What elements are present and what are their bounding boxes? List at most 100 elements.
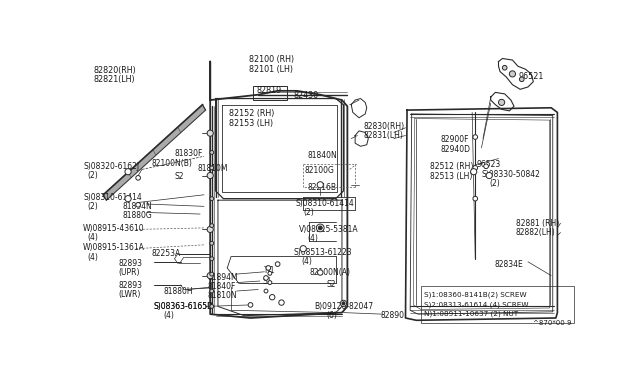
Text: 82100N(A): 82100N(A) <box>309 268 351 277</box>
Text: N1: N1 <box>264 266 275 275</box>
Text: 82819: 82819 <box>257 86 282 95</box>
Text: S1: S1 <box>263 277 273 286</box>
Text: ^870*00 9: ^870*00 9 <box>532 320 571 326</box>
Circle shape <box>125 169 131 175</box>
Text: (4): (4) <box>301 257 312 266</box>
Text: 82101 (LH): 82101 (LH) <box>249 65 293 74</box>
Circle shape <box>473 135 477 140</box>
Text: S)08330-50842: S)08330-50842 <box>481 170 540 179</box>
Text: 82900F: 82900F <box>440 135 469 144</box>
Text: 82893: 82893 <box>119 281 143 290</box>
Text: 82100 (RH): 82100 (RH) <box>249 55 294 64</box>
Text: S)2:08313-61614 (4) SCREW: S)2:08313-61614 (4) SCREW <box>424 301 529 308</box>
Circle shape <box>264 276 268 280</box>
Text: 82830(RH): 82830(RH) <box>364 122 404 131</box>
Text: 81880G: 81880G <box>123 211 152 220</box>
Circle shape <box>136 176 140 180</box>
Circle shape <box>275 262 280 266</box>
Text: 82430: 82430 <box>294 91 319 100</box>
Text: 82253A: 82253A <box>151 250 180 259</box>
Circle shape <box>210 197 214 201</box>
Text: S)08320-6162J: S)08320-6162J <box>84 162 140 171</box>
Text: N)1:08911-10637 (2) NUT: N)1:08911-10637 (2) NUT <box>424 310 518 317</box>
Circle shape <box>125 196 131 202</box>
Circle shape <box>210 272 214 276</box>
Text: 82100N(B): 82100N(B) <box>151 158 192 168</box>
Text: 82893: 82893 <box>119 259 143 268</box>
Text: (6): (6) <box>326 311 337 320</box>
Circle shape <box>210 257 214 261</box>
Text: B)09126-82047: B)09126-82047 <box>314 302 373 311</box>
Circle shape <box>484 164 488 169</box>
Circle shape <box>486 173 492 179</box>
Circle shape <box>317 182 323 188</box>
Circle shape <box>509 71 516 77</box>
Circle shape <box>210 166 214 170</box>
Text: S)08310-61414: S)08310-61414 <box>84 193 143 202</box>
Bar <box>421 286 575 323</box>
Text: (UPR): (UPR) <box>119 268 140 277</box>
Circle shape <box>207 130 213 136</box>
Text: 81840F: 81840F <box>207 282 236 291</box>
Text: 82882(LH): 82882(LH) <box>516 228 556 237</box>
Text: 81894N: 81894N <box>123 202 152 211</box>
Text: W)08915-43610: W)08915-43610 <box>83 224 144 233</box>
Circle shape <box>470 169 477 175</box>
Circle shape <box>473 166 477 170</box>
Circle shape <box>210 305 214 308</box>
Circle shape <box>248 302 253 307</box>
Text: S)08363-6165D: S)08363-6165D <box>154 302 214 311</box>
Circle shape <box>268 280 272 285</box>
Text: 82153 (LH): 82153 (LH) <box>229 119 273 128</box>
Polygon shape <box>103 105 205 200</box>
Text: S)08363-6165D: S)08363-6165D <box>154 302 214 311</box>
Text: (4): (4) <box>88 253 99 262</box>
Text: (4): (4) <box>88 233 99 242</box>
Text: (2): (2) <box>88 202 99 212</box>
Text: (4): (4) <box>307 234 318 243</box>
Text: (2): (2) <box>88 171 99 180</box>
Circle shape <box>210 224 214 228</box>
Text: (2): (2) <box>303 208 314 217</box>
Circle shape <box>318 226 322 230</box>
Text: 82940D: 82940D <box>440 145 470 154</box>
Text: 82820(RH): 82820(RH) <box>94 66 137 75</box>
Text: S2: S2 <box>326 280 336 289</box>
Text: (4): (4) <box>164 311 175 320</box>
Circle shape <box>499 99 505 106</box>
Text: 82216B: 82216B <box>308 183 337 192</box>
Circle shape <box>269 295 275 300</box>
Text: 82513 (LH): 82513 (LH) <box>430 172 473 181</box>
Text: 82100G: 82100G <box>305 166 335 175</box>
Text: S)08513-61223: S)08513-61223 <box>294 248 353 257</box>
Text: S)08310-61414: S)08310-61414 <box>296 199 354 208</box>
Circle shape <box>317 270 323 275</box>
Circle shape <box>210 241 214 245</box>
Text: 96521: 96521 <box>518 73 544 81</box>
Circle shape <box>268 272 272 275</box>
Text: 82152 (RH): 82152 (RH) <box>229 109 274 118</box>
Circle shape <box>279 300 284 305</box>
Circle shape <box>266 266 271 270</box>
Circle shape <box>136 202 140 207</box>
Text: 82512 (RH): 82512 (RH) <box>430 163 474 171</box>
Text: (2): (2) <box>489 179 500 188</box>
Text: 82834E: 82834E <box>495 260 524 269</box>
Circle shape <box>342 302 345 305</box>
Circle shape <box>264 289 268 293</box>
Text: 81810N: 81810N <box>207 291 237 300</box>
Text: 82881 (RH): 82881 (RH) <box>516 219 559 228</box>
Circle shape <box>340 300 347 307</box>
Text: 81840N: 81840N <box>308 151 338 160</box>
Text: W)08915-1361A: W)08915-1361A <box>83 243 144 252</box>
Text: S2: S2 <box>175 173 184 182</box>
Circle shape <box>210 289 214 293</box>
Circle shape <box>210 151 214 154</box>
Text: S)1:08360-8141B(2) SCREW: S)1:08360-8141B(2) SCREW <box>424 292 527 298</box>
Text: 81880H: 81880H <box>164 287 193 296</box>
Text: 82890: 82890 <box>381 311 404 320</box>
Circle shape <box>207 273 213 279</box>
Text: 82821(LH): 82821(LH) <box>94 76 136 84</box>
Circle shape <box>520 77 524 81</box>
Text: 82831(LH): 82831(LH) <box>364 131 404 140</box>
